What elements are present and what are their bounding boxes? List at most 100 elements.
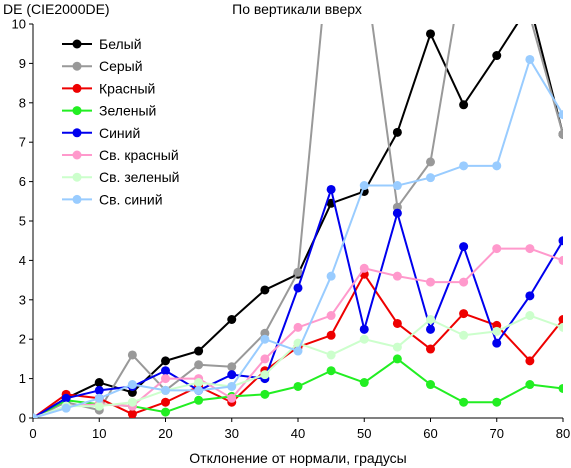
tick-group: 0 1 2 3 4 5 6 7 8 9 10 0 10 20 30 40 50 60 70 80 <box>12 17 571 442</box>
legend-item: Серый <box>62 58 143 74</box>
data-point <box>161 397 170 407</box>
legend-label: Красный <box>99 80 155 96</box>
data-point <box>359 324 369 334</box>
data-point <box>459 330 469 340</box>
legend-label: Зеленый <box>99 103 156 119</box>
legend-label: Синий <box>99 125 140 141</box>
data-point <box>558 236 563 246</box>
y-tick-label: 2 <box>19 332 26 347</box>
chart-title: По вертикали вверх <box>232 1 362 17</box>
x-tick-label: 10 <box>92 426 106 441</box>
x-tick-label: 70 <box>490 426 504 441</box>
data-point <box>127 380 137 390</box>
data-point <box>459 161 469 171</box>
data-point <box>326 330 336 340</box>
data-point <box>359 181 369 191</box>
data-point <box>293 267 303 277</box>
y-tick-label: 4 <box>19 253 26 268</box>
data-point <box>293 346 303 356</box>
legend-marker <box>72 106 82 116</box>
data-point <box>127 409 137 418</box>
data-point <box>426 277 435 287</box>
data-point <box>194 360 204 370</box>
data-point <box>392 181 402 191</box>
data-point <box>392 271 402 281</box>
y-tick-label: 0 <box>19 411 26 426</box>
data-point <box>326 350 336 360</box>
data-point <box>426 157 435 167</box>
data-point <box>293 381 303 391</box>
legend-marker <box>72 172 82 182</box>
data-point <box>459 100 469 110</box>
data-point <box>293 322 303 332</box>
data-point <box>558 255 563 265</box>
data-point <box>359 263 369 273</box>
data-point <box>492 51 502 61</box>
data-point <box>94 378 104 388</box>
data-point <box>61 393 71 403</box>
data-point <box>459 397 469 407</box>
data-point <box>426 29 435 39</box>
data-point <box>392 342 402 352</box>
data-point <box>392 354 402 364</box>
data-point <box>33 413 38 418</box>
data-point <box>127 397 137 407</box>
data-point <box>558 315 563 324</box>
y-tick-label: 8 <box>19 95 26 110</box>
data-point <box>227 362 237 372</box>
data-point <box>392 318 402 328</box>
x-tick-label: 40 <box>291 426 305 441</box>
y-tick-label: 9 <box>19 56 26 71</box>
data-point <box>127 350 137 360</box>
series-group <box>33 24 563 418</box>
legend-marker <box>72 150 82 160</box>
data-point <box>194 395 204 405</box>
data-point <box>227 315 237 324</box>
legend-marker <box>72 128 82 138</box>
x-tick-label: 60 <box>423 426 437 441</box>
y-tick-label: 7 <box>19 135 26 150</box>
legend-label: Белый <box>99 36 142 52</box>
data-point <box>326 184 336 194</box>
y-tick-label: 1 <box>19 371 26 386</box>
y-tick-label: 6 <box>19 174 26 189</box>
data-point <box>525 311 535 321</box>
y-tick-label: 3 <box>19 292 26 307</box>
data-point <box>558 383 563 393</box>
legend-item: Св. синий <box>62 191 163 207</box>
legend-item: Св. красный <box>62 147 179 163</box>
data-point <box>94 401 104 411</box>
data-point <box>525 380 535 390</box>
data-point <box>525 54 535 64</box>
data-point <box>227 381 237 391</box>
data-point <box>161 356 170 366</box>
data-point <box>194 385 204 395</box>
data-point <box>260 389 270 399</box>
data-point <box>260 334 270 344</box>
data-point <box>525 356 535 366</box>
legend-label: Св. синий <box>99 191 163 207</box>
x-tick-label: 50 <box>357 426 371 441</box>
y-tick-label: 10 <box>12 17 26 32</box>
data-point <box>392 208 402 218</box>
data-point <box>492 161 502 171</box>
data-point <box>194 378 204 388</box>
data-point <box>492 326 502 336</box>
x-tick-label: 80 <box>556 426 570 441</box>
data-point <box>558 110 563 120</box>
y-axis-label: DE (CIE2000DE) <box>3 1 110 17</box>
data-point <box>161 407 170 417</box>
data-point <box>426 324 435 334</box>
legend-item: Синий <box>62 125 140 141</box>
data-point <box>161 385 170 395</box>
data-point <box>161 374 170 384</box>
x-tick-label: 20 <box>158 426 172 441</box>
data-point <box>227 393 237 403</box>
data-point <box>525 244 535 254</box>
data-point <box>392 127 402 137</box>
data-point <box>61 403 71 413</box>
legend-marker <box>72 194 82 204</box>
data-point <box>359 334 369 344</box>
data-point <box>426 173 435 183</box>
